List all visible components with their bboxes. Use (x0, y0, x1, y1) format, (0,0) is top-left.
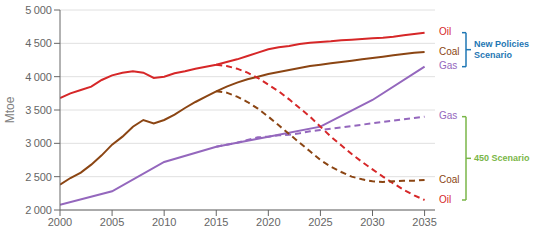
svg-text:Gas: Gas (439, 110, 457, 121)
svg-text:2035: 2035 (412, 216, 436, 228)
svg-text:2025: 2025 (308, 216, 332, 228)
svg-text:2020: 2020 (256, 216, 280, 228)
svg-text:4 000: 4 000 (25, 71, 52, 83)
svg-text:Oil: Oil (439, 194, 451, 205)
svg-text:Mtoe: Mtoe (8, 96, 17, 123)
svg-text:Scenario: Scenario (474, 50, 513, 60)
svg-text:2 500: 2 500 (25, 171, 52, 183)
svg-text:2000: 2000 (48, 216, 72, 228)
svg-text:New Policies: New Policies (474, 39, 529, 49)
svg-text:2005: 2005 (100, 216, 124, 228)
svg-text:450 Scenario: 450 Scenario (474, 153, 530, 163)
svg-text:2030: 2030 (360, 216, 384, 228)
svg-text:2 000: 2 000 (25, 204, 52, 216)
svg-text:3 500: 3 500 (25, 104, 52, 116)
svg-text:5 000: 5 000 (25, 4, 52, 16)
svg-text:Gas: Gas (439, 60, 457, 71)
svg-text:4 500: 4 500 (25, 37, 52, 49)
svg-text:2010: 2010 (152, 216, 176, 228)
svg-text:3 000: 3 000 (25, 137, 52, 149)
svg-text:Coal: Coal (439, 46, 460, 57)
svg-text:Oil: Oil (439, 26, 451, 37)
svg-text:2015: 2015 (204, 216, 228, 228)
svg-text:Coal: Coal (439, 174, 460, 185)
